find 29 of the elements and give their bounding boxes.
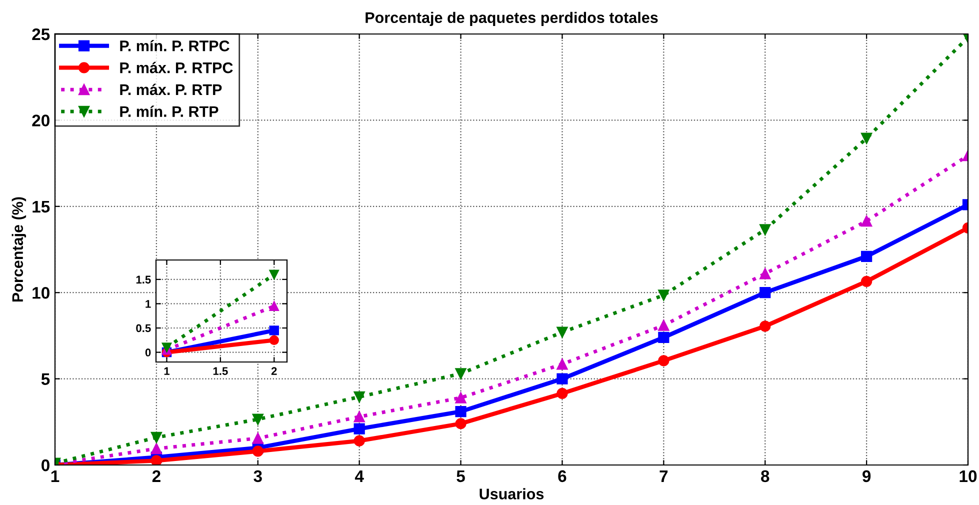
y-tick-label: 10 xyxy=(32,287,50,299)
y-tick-label: 0 xyxy=(42,459,50,472)
x-tick-label: 1.5 xyxy=(213,367,228,376)
x-tick-label: 7 xyxy=(660,470,668,482)
y-tick-label: 15 xyxy=(32,200,50,213)
y-tick-label: 1.5 xyxy=(136,276,151,284)
y-tick-label: 0 xyxy=(145,348,151,356)
x-tick-label: 1 xyxy=(51,470,60,482)
x-tick-label: 9 xyxy=(862,470,871,482)
y-tick-label: 20 xyxy=(32,114,50,126)
x-axis-title: Usuarios xyxy=(480,488,544,500)
x-tick-label: 4 xyxy=(354,470,364,482)
x-tick-label: 6 xyxy=(558,470,566,482)
x-tick-label: 5 xyxy=(456,470,465,482)
y-axis-title: Porcentaje (%) xyxy=(12,197,26,302)
x-tick-label: 3 xyxy=(254,470,262,482)
y-tick-label: 25 xyxy=(32,28,50,40)
legend-label: P. máx. P. RTP xyxy=(120,84,222,96)
x-tick-label: 10 xyxy=(960,470,977,482)
x-tick-label: 8 xyxy=(761,470,770,482)
legend-label: P. mín. P. RTP xyxy=(120,106,218,117)
legend-label: P. mín. P. RTPC xyxy=(120,40,230,52)
x-tick-label: 2 xyxy=(152,470,160,482)
x-tick-label: 2 xyxy=(271,367,277,375)
y-tick-label: 1 xyxy=(146,300,151,308)
legend-label: P. máx. P. RTPC xyxy=(120,62,233,74)
chart-title: Porcentaje de paquetes perdidos totales xyxy=(366,12,658,26)
y-tick-label: 0.5 xyxy=(136,324,151,332)
x-tick-label: 1 xyxy=(164,367,170,375)
